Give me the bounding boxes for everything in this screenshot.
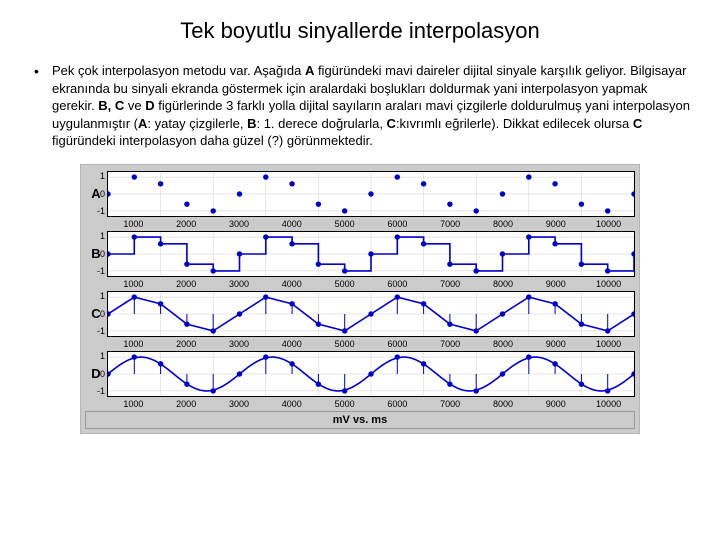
xtick: 6000 <box>371 219 424 229</box>
plot-A <box>107 171 635 217</box>
xtick: 5000 <box>318 339 371 349</box>
text: Pek çok interpolasyon metodu var. Aşağıd… <box>52 63 305 78</box>
xtick: 7000 <box>424 219 477 229</box>
xtick: 5000 <box>318 219 371 229</box>
xtick-row: 1000200030004000500060007000800090001000… <box>107 279 635 289</box>
xtick: 8000 <box>477 219 530 229</box>
text: : yatay çizgilerle, <box>147 116 247 131</box>
xtick: 8000 <box>477 279 530 289</box>
xtick: 4000 <box>265 219 318 229</box>
bold: A <box>305 63 314 78</box>
panel-B: B 10-1 <box>85 231 635 277</box>
plot-B <box>107 231 635 277</box>
panel-C: C 10-1 <box>85 291 635 337</box>
xtick: 3000 <box>213 399 266 409</box>
xtick-row: 1000200030004000500060007000800090001000… <box>107 399 635 409</box>
xtick: 7000 <box>424 279 477 289</box>
xtick: 9000 <box>529 399 582 409</box>
xtick: 10000 <box>582 219 635 229</box>
xtick-row: 1000200030004000500060007000800090001000… <box>107 339 635 349</box>
xtick: 3000 <box>213 339 266 349</box>
xtick: 1000 <box>107 279 160 289</box>
panel-D: D 10-1 <box>85 351 635 397</box>
paragraph: Pek çok interpolasyon metodu var. Aşağıd… <box>28 62 692 150</box>
text: :kıvrımlı eğrilerle). Dikkat edilecek ol… <box>396 116 633 131</box>
axis-label: mV vs. ms <box>85 411 635 429</box>
bold: C <box>633 116 642 131</box>
xtick: 6000 <box>371 399 424 409</box>
figure-container: A 10-1 100020003000400050006000700080009… <box>80 164 640 434</box>
text: figüründeki interpolasyon daha güzel (?)… <box>52 133 373 148</box>
bold: D <box>145 98 154 113</box>
xtick: 4000 <box>265 339 318 349</box>
xtick: 8000 <box>477 339 530 349</box>
xtick: 5000 <box>318 279 371 289</box>
plot-D <box>107 351 635 397</box>
xtick-row: 1000200030004000500060007000800090001000… <box>107 219 635 229</box>
xtick: 4000 <box>265 279 318 289</box>
plot-C <box>107 291 635 337</box>
xtick: 2000 <box>160 219 213 229</box>
bold: A <box>138 116 147 131</box>
text: ve <box>124 98 145 113</box>
xtick: 2000 <box>160 339 213 349</box>
xtick: 8000 <box>477 399 530 409</box>
xtick: 3000 <box>213 219 266 229</box>
xtick: 2000 <box>160 279 213 289</box>
bold: B, C <box>98 98 124 113</box>
panel-A: A 10-1 <box>85 171 635 217</box>
xtick: 5000 <box>318 399 371 409</box>
xtick: 9000 <box>529 219 582 229</box>
xtick: 10000 <box>582 399 635 409</box>
xtick: 10000 <box>582 279 635 289</box>
xtick: 2000 <box>160 399 213 409</box>
xtick: 9000 <box>529 279 582 289</box>
xtick: 1000 <box>107 219 160 229</box>
bold: C <box>387 116 396 131</box>
xtick: 7000 <box>424 339 477 349</box>
page-title: Tek boyutlu sinyallerde interpolasyon <box>28 18 692 44</box>
xtick: 1000 <box>107 339 160 349</box>
xtick: 7000 <box>424 399 477 409</box>
text: : 1. derece doğrularla, <box>256 116 386 131</box>
xtick: 4000 <box>265 399 318 409</box>
xtick: 3000 <box>213 279 266 289</box>
xtick: 10000 <box>582 339 635 349</box>
xtick: 1000 <box>107 399 160 409</box>
xtick: 6000 <box>371 339 424 349</box>
xtick: 9000 <box>529 339 582 349</box>
xtick: 6000 <box>371 279 424 289</box>
